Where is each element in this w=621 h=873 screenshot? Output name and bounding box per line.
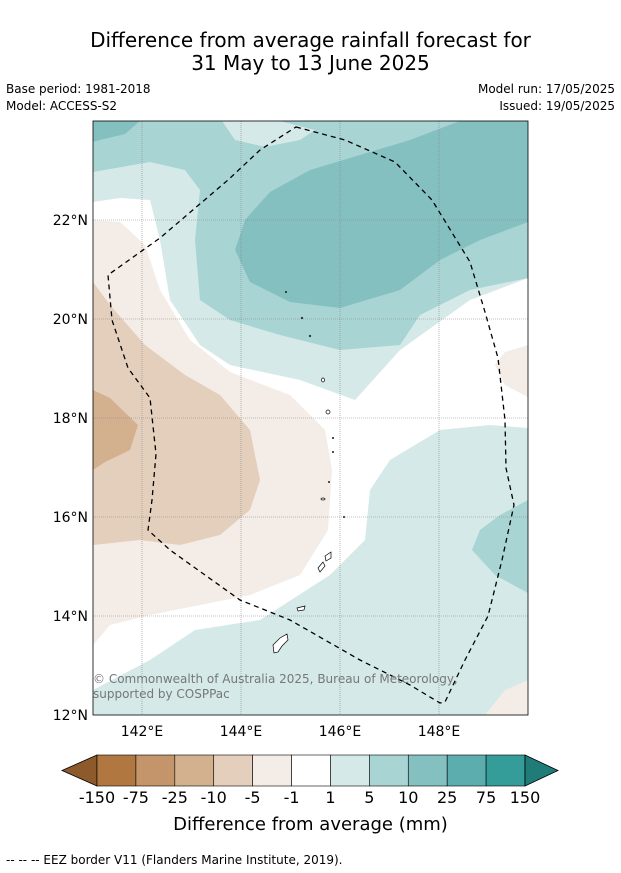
colorbar-swatch (252, 754, 292, 787)
map-title-line1: Difference from average rainfall forecas… (90, 28, 531, 52)
colorbar-swatch (96, 754, 137, 787)
colorbar-tick-label: -1 (284, 788, 300, 807)
colorbar-tick-label: 10 (398, 788, 418, 807)
lon-label: 146°E (319, 724, 362, 740)
lat-label: 16°N (53, 510, 88, 526)
colorbar-tick-label: -150 (79, 788, 115, 807)
colorbar: -150 -75 -25 -10 -5 -1 1 5 10 25 75 150 (61, 754, 559, 807)
lon-label: 148°E (418, 724, 461, 740)
eez-footnote: -- -- -- EEZ border V11 (Flanders Marine… (6, 853, 343, 867)
colorbar-tick-label: -5 (245, 788, 261, 807)
colorbar-extend-low (61, 754, 98, 787)
lat-label: 12°N (53, 708, 88, 724)
colorbar-swatch (135, 754, 176, 787)
colorbar-swatch (174, 754, 215, 787)
colorbar-swatch (485, 754, 526, 787)
lat-label: 22°N (53, 213, 88, 229)
model-name: Model: ACCESS-S2 (6, 99, 118, 113)
colorbar-tick-label: 150 (510, 788, 541, 807)
lon-label: 142°E (121, 724, 164, 740)
copyright-notice: © Commonwealth of Australia 2025, Bureau… (93, 672, 458, 701)
colorbar-tick-label: -10 (201, 788, 227, 807)
rainfall-anomaly-field (93, 121, 528, 715)
colorbar-tick-label: 5 (364, 788, 374, 807)
lat-label: 18°N (53, 411, 88, 427)
lat-label: 14°N (53, 609, 88, 625)
map-frame (92, 120, 529, 716)
colorbar-swatch (446, 754, 487, 787)
eez-border (107, 126, 515, 704)
colorbar-swatch (407, 754, 448, 787)
lon-label: 144°E (220, 724, 263, 740)
base-period: Base period: 1981-2018 (6, 82, 151, 96)
model-run: Model run: 17/05/2025 (477, 82, 615, 96)
colorbar-extend-high (524, 754, 559, 787)
colorbar-tick-label: -25 (162, 788, 188, 807)
colorbar-title: Difference from average (mm) (173, 814, 448, 835)
colorbar-swatch (369, 754, 409, 787)
colorbar-swatch (213, 754, 253, 787)
colorbar-tick-label: -75 (123, 788, 149, 807)
colorbar-swatch (291, 754, 331, 787)
map-title-line2: 31 May to 13 June 2025 (191, 51, 430, 75)
islands (272, 291, 345, 654)
colorbar-tick-label: 25 (437, 788, 457, 807)
colorbar-swatch (330, 754, 370, 787)
colorbar-tick-label: 1 (325, 788, 335, 807)
lat-label: 20°N (53, 312, 88, 328)
graticule (93, 121, 528, 715)
issued-date: Issued: 19/05/2025 (499, 99, 615, 113)
colorbar-tick-label: 75 (476, 788, 496, 807)
